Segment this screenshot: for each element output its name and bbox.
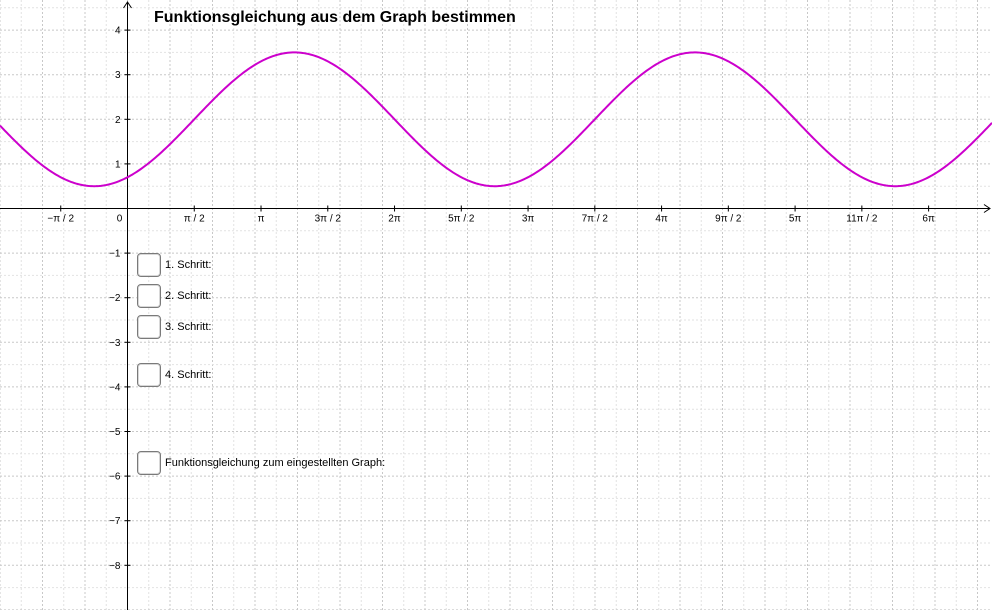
y-tick-label: −8 (109, 561, 121, 572)
y-tick-label: −7 (109, 516, 121, 527)
y-tick-label: −6 (109, 472, 121, 483)
x-tick-label: 2π (388, 214, 401, 225)
y-tick-label: 4 (115, 26, 121, 37)
y-tick-label: −2 (109, 293, 121, 304)
result-checkbox-row[interactable]: Funktionsgleichung zum eingestellten Gra… (137, 451, 385, 475)
y-tick-label: −5 (109, 427, 121, 438)
x-tick-label: 3π / 2 (315, 214, 342, 225)
step-4-checkbox-row[interactable]: 4. Schritt: (137, 363, 211, 387)
step-3-label: 3. Schritt: (165, 321, 212, 333)
x-tick-label: 6π (922, 214, 935, 225)
x-tick-label: 5π (789, 214, 802, 225)
x-tick-label: 3π (522, 214, 535, 225)
function-graph-curve (0, 51, 992, 188)
result-label: Funktionsgleichung zum eingestellten Gra… (165, 457, 386, 469)
x-tick-label: 5π / 2 (448, 214, 475, 225)
y-axis-ticks: 4 3 2 1 −1 −2 −3 −4 −5 −6 −7 −8 (109, 26, 131, 572)
curve-layer (0, 51, 992, 188)
step-2-label: 2. Schritt: (165, 290, 212, 302)
step-1-label: 1. Schritt: (165, 259, 212, 271)
x-tick-label: 11π / 2 (846, 214, 878, 225)
step-1-checkbox[interactable] (137, 253, 161, 277)
y-tick-label: −3 (109, 338, 121, 349)
x-tick-label: π (258, 214, 265, 225)
y-tick-label: −4 (109, 382, 121, 393)
step-4-checkbox[interactable] (137, 363, 161, 387)
step-4-label: 4. Schritt: (165, 369, 212, 381)
x-axis-ticks: −π / 2 0 π / 2 π 3π / 2 2π 5π / 2 3π 7π / 2 4π 9π … (47, 205, 935, 225)
x-tick-label: π / 2 (184, 214, 205, 225)
result-checkbox[interactable] (137, 451, 161, 475)
x-tick-label: 4π (655, 214, 668, 225)
y-tick-label: 2 (115, 115, 121, 126)
step-1-checkbox-row[interactable]: 1. Schritt: (137, 253, 211, 277)
step-3-checkbox-row[interactable]: 3. Schritt: (137, 315, 211, 339)
y-axis-arrow-icon (123, 1, 132, 9)
step-3-checkbox[interactable] (137, 315, 161, 339)
y-tick-label: 3 (115, 70, 121, 81)
x-axis-arrow-icon (983, 204, 991, 213)
step-2-checkbox-row[interactable]: 2. Schritt: (137, 284, 211, 308)
x-tick-label: 9π / 2 (715, 214, 742, 225)
step-2-checkbox[interactable] (137, 284, 161, 308)
x-tick-label: 7π / 2 (582, 214, 609, 225)
y-tick-label: −1 (109, 249, 121, 260)
x-tick-label: 0 (117, 214, 123, 225)
y-tick-label: 1 (115, 159, 121, 170)
page-title: Funktionsgleichung aus dem Graph bestimm… (154, 9, 516, 26)
x-tick-label: −π / 2 (47, 214, 74, 225)
